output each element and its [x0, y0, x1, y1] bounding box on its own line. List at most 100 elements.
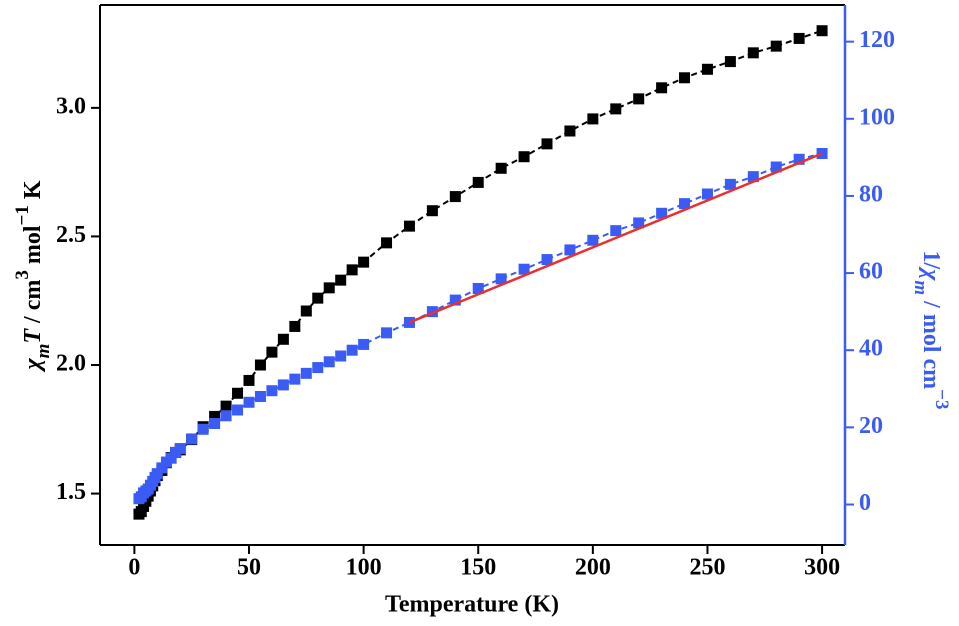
axis-label-part: m: [910, 280, 931, 295]
axis-label-part: −3: [931, 389, 952, 409]
x-tick-label: 250: [689, 555, 725, 581]
data-point: [232, 404, 244, 416]
x-tick-label: 50: [237, 555, 261, 581]
y-axis-label: χmT / cm3 mol−1 K: [12, 180, 54, 372]
data-point: [724, 178, 736, 190]
data-point: [426, 205, 438, 217]
axis-label-part: χ: [918, 266, 944, 281]
data-point: [472, 176, 484, 188]
y2-tick-label: 80: [859, 181, 883, 207]
data-point: [679, 198, 691, 210]
data-point: [197, 423, 209, 435]
data-point: [209, 410, 221, 422]
data-point: [300, 305, 312, 317]
data-point: [174, 443, 186, 455]
data-point: [209, 418, 221, 429]
data-point: [793, 32, 805, 44]
data-point: [701, 63, 713, 75]
data-point: [346, 344, 358, 356]
axis-label-part: K: [20, 180, 46, 205]
data-point: [151, 468, 163, 480]
data-point: [335, 274, 347, 286]
series-line: [138, 152, 823, 500]
axis-label-part: mol: [20, 225, 46, 270]
y-tick-label: 2.0: [56, 351, 86, 377]
data-point: [564, 125, 576, 137]
data-point: [165, 452, 177, 464]
data-point: [300, 367, 312, 379]
data-point: [747, 171, 759, 183]
data-point: [266, 346, 278, 358]
data-point: [610, 103, 622, 115]
data-point: [610, 225, 622, 237]
data-point: [541, 138, 553, 150]
data-point: [254, 359, 266, 371]
data-point: [701, 188, 713, 200]
data-point: [495, 273, 507, 285]
x-tick-label: 200: [575, 555, 611, 581]
y2-axis-label: 1/χm / mol cm−3: [910, 251, 952, 410]
axis-label-part: T: [20, 328, 46, 344]
data-point: [426, 306, 438, 318]
y2-tick-label: 40: [859, 336, 883, 362]
axis-label-part: 1/: [918, 251, 944, 270]
data-point: [679, 72, 691, 84]
data-point: [186, 433, 198, 445]
data-point: [541, 254, 553, 266]
x-tick-label: 300: [804, 555, 840, 581]
data-point: [346, 264, 358, 276]
data-point: [381, 237, 393, 249]
y2-tick-label: 100: [859, 104, 895, 130]
x-tick-label: 100: [346, 555, 382, 581]
data-point: [358, 338, 370, 350]
data-point: [381, 327, 393, 339]
data-point: [335, 350, 347, 362]
data-point: [518, 263, 530, 275]
x-tick-label: 150: [460, 555, 496, 581]
data-point: [254, 391, 266, 402]
axis-label-part: −1: [12, 205, 33, 225]
y-tick-label: 1.5: [56, 479, 86, 505]
data-point: [770, 40, 782, 52]
data-point: [587, 234, 599, 246]
data-point: [232, 387, 244, 399]
y2-tick-label: 120: [859, 27, 895, 53]
data-point: [816, 25, 828, 37]
data-point: [358, 256, 370, 268]
data-point: [266, 385, 278, 397]
y-tick-label: 2.5: [56, 222, 86, 248]
data-point: [747, 47, 759, 59]
data-point: [277, 333, 289, 345]
axis-label-part: / mol cm: [918, 295, 944, 389]
data-point: [472, 283, 484, 294]
x-axis-label: Temperature (K): [385, 592, 559, 618]
data-point: [793, 153, 805, 165]
data-point: [633, 93, 645, 105]
data-point: [633, 217, 645, 229]
data-point: [495, 162, 507, 174]
axis-label-part: / cm: [20, 280, 46, 329]
data-point: [587, 113, 599, 125]
y2-tick-label: 0: [859, 490, 871, 516]
data-point: [220, 410, 232, 422]
data-point: [289, 320, 301, 332]
data-point: [656, 207, 668, 219]
data-point: [724, 56, 736, 68]
data-point: [289, 373, 301, 385]
y2-tick-label: 20: [859, 413, 883, 439]
data-point: [770, 161, 782, 173]
data-point: [243, 396, 255, 408]
y-tick-label: 3.0: [56, 93, 86, 119]
series-line: [408, 152, 823, 324]
x-tick-label: 0: [128, 555, 140, 581]
axis-label-part: 3: [12, 270, 33, 280]
y2-tick-label: 60: [859, 259, 883, 285]
data-point: [243, 374, 255, 386]
data-point: [312, 292, 324, 304]
data-point: [449, 294, 461, 306]
data-point: [564, 244, 576, 256]
axis-label-part: χ: [20, 358, 46, 373]
data-point: [449, 191, 461, 203]
data-point: [156, 462, 168, 474]
